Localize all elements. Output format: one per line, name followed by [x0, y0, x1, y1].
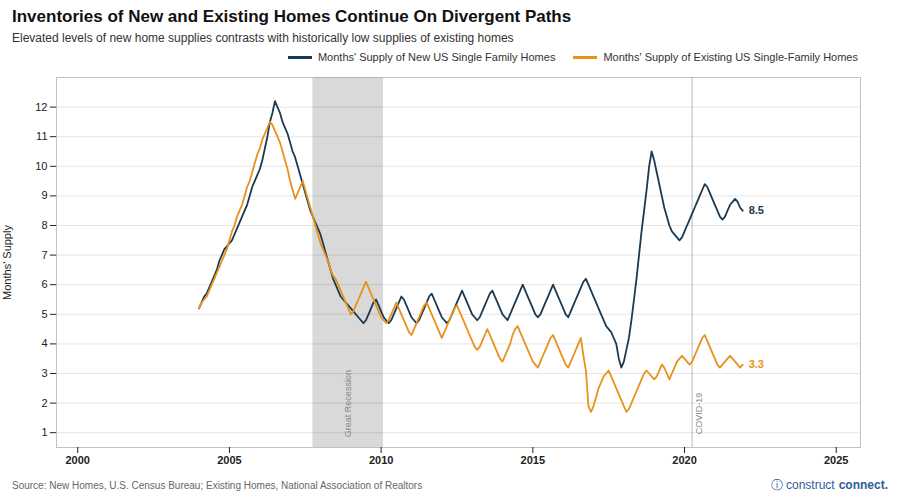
svg-text:2000: 2000 [65, 454, 89, 466]
svg-text:2: 2 [41, 397, 47, 409]
svg-text:2020: 2020 [672, 454, 696, 466]
svg-text:2005: 2005 [217, 454, 241, 466]
svg-text:6: 6 [41, 278, 47, 290]
svg-text:2025: 2025 [824, 454, 848, 466]
svg-text:10: 10 [35, 160, 47, 172]
html-text:Inventories of New and Existin: Inventories of New and Existing Homes Co… [12, 7, 572, 26]
svg-text:Great Recession: Great Recession [343, 370, 353, 437]
html-text:ⓘ construct connect.: ⓘ construct connect. [770, 478, 888, 492]
svg-text:11: 11 [36, 130, 47, 142]
svg-text:9: 9 [41, 189, 47, 201]
svg-text:12: 12 [35, 101, 47, 113]
svg-text:3.3: 3.3 [749, 358, 764, 370]
html-text:Source: New Homes, U.S. Census: Source: New Homes, U.S. Census Bureau; E… [12, 480, 423, 491]
svg-text:3: 3 [41, 367, 47, 379]
svg-text:2015: 2015 [521, 454, 545, 466]
svg-text:7: 7 [41, 249, 47, 261]
svg-text:Months' Supply: Months' Supply [1, 225, 13, 300]
svg-text:8: 8 [41, 219, 47, 231]
svg-text:4: 4 [41, 337, 47, 349]
svg-text:COVID-19: COVID-19 [694, 393, 704, 435]
svg-text:2010: 2010 [369, 454, 393, 466]
svg-text:5: 5 [41, 308, 47, 320]
svg-text:8.5: 8.5 [749, 204, 764, 216]
html-text:Elevated levels of new home su: Elevated levels of new home supplies con… [12, 31, 514, 45]
html-text:Months' Supply of Existing US: Months' Supply of Existing US Single-Fam… [603, 51, 858, 63]
html-text:Months' Supply of New US Singl: Months' Supply of New US Single Family H… [317, 51, 556, 63]
svg-text:1: 1 [41, 426, 47, 438]
